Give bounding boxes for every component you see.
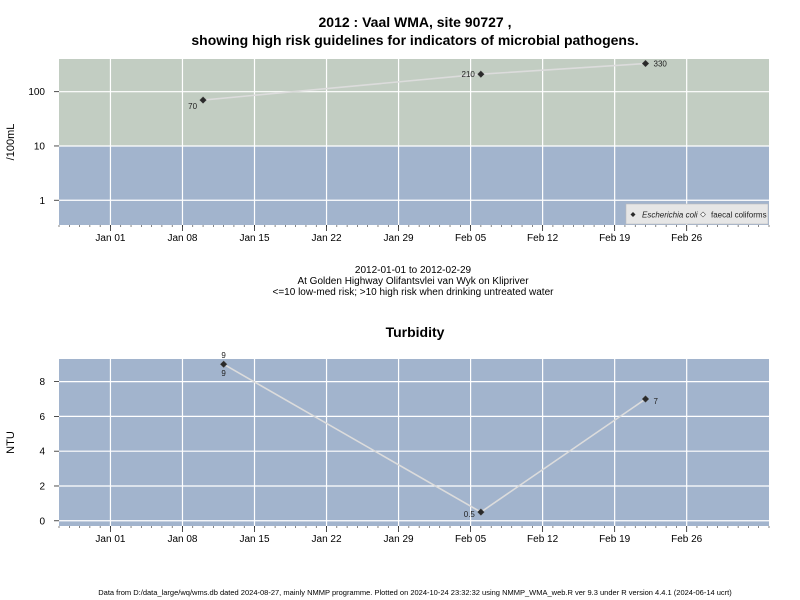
x-tick-label: Jan 08 — [167, 233, 197, 244]
y-tick-label: 1 — [39, 196, 45, 207]
x-tick-label: Jan 15 — [239, 233, 269, 244]
turbidity-title: Turbidity — [385, 324, 445, 340]
legend-marker-ecoli — [630, 212, 636, 217]
data-point — [477, 70, 485, 78]
legend: Escherichia coli faecal coliforms — [625, 203, 769, 225]
data-point — [641, 395, 650, 403]
y-tick-label: 4 — [39, 447, 45, 458]
date-range-caption: 2012-01-01 to 2012-02-29 — [354, 265, 472, 276]
y-tick-label: 8 — [39, 377, 45, 388]
legend-label-fc: faecal coliforms — [711, 211, 767, 220]
y-tick-label: 0 — [39, 516, 45, 527]
x-tick-label: Jan 22 — [312, 534, 342, 545]
data-point — [199, 96, 207, 104]
risk-note-caption: <=10 low-med risk; >10 high risk when dr… — [272, 287, 554, 298]
x-tick-label: Feb 26 — [671, 534, 703, 545]
x-tick-label: Jan 29 — [384, 534, 414, 545]
data-label: 7 — [654, 397, 659, 406]
location-caption: At Golden Highway Olifantsvlei van Wyk o… — [297, 276, 529, 287]
footer-note: Data from D:/data_large/wq/wms.db dated … — [98, 588, 732, 597]
data-label: 210 — [462, 70, 476, 79]
x-tick-label: Feb 05 — [455, 534, 487, 545]
data-label: 0.5 — [464, 510, 476, 519]
x-tick-label: Jan 01 — [95, 233, 125, 244]
x-tick-label: Feb 12 — [527, 534, 559, 545]
data-point — [219, 360, 228, 368]
microbial-panel: Jan 01 Jan 08 Jan 15 Jan 22 Jan 29 Feb 05 Feb … — [5, 59, 770, 244]
y-tick-label: 6 — [39, 412, 45, 423]
data-label: 70 — [188, 102, 197, 111]
y-axis-label: NTU — [5, 431, 17, 454]
chart-title-line1: 2012 : Vaal WMA, site 90727 , — [318, 14, 512, 30]
plot-background — [59, 359, 769, 526]
data-label: 9 — [221, 369, 226, 378]
legend-box — [625, 203, 769, 225]
data-label-above: 9 — [221, 351, 226, 360]
x-tick-label: Feb 19 — [599, 534, 631, 545]
x-tick-label: Feb 05 — [455, 233, 487, 244]
x-tick-label: Feb 19 — [599, 233, 631, 244]
x-tick-label: Jan 29 — [384, 233, 414, 244]
y-tick-label: 2 — [39, 481, 45, 492]
x-tick-label: Feb 12 — [527, 233, 559, 244]
data-point — [477, 508, 485, 516]
y-tick-label: 10 — [34, 141, 46, 152]
x-tick-label: Jan 15 — [239, 534, 269, 545]
legend-label-ecoli: Escherichia coli — [642, 211, 698, 220]
x-tick-label: Jan 01 — [95, 534, 125, 545]
high-risk-band — [59, 59, 769, 146]
data-label: 330 — [654, 60, 668, 69]
turbidity-panel: Jan 01 Jan 08 Jan 15 Jan 22 Jan 29 Feb 05 Feb … — [5, 351, 770, 545]
x-tick-label: Jan 22 — [312, 233, 342, 244]
legend-marker-fc — [700, 211, 706, 218]
data-point — [641, 59, 650, 68]
chart-title-line2: showing high risk guidelines for indicat… — [191, 32, 639, 48]
x-tick-label: Feb 26 — [671, 233, 703, 244]
x-tick-label: Jan 08 — [167, 534, 197, 545]
y-axis-label: /100mL — [5, 124, 17, 161]
y-tick-label: 100 — [28, 87, 45, 98]
